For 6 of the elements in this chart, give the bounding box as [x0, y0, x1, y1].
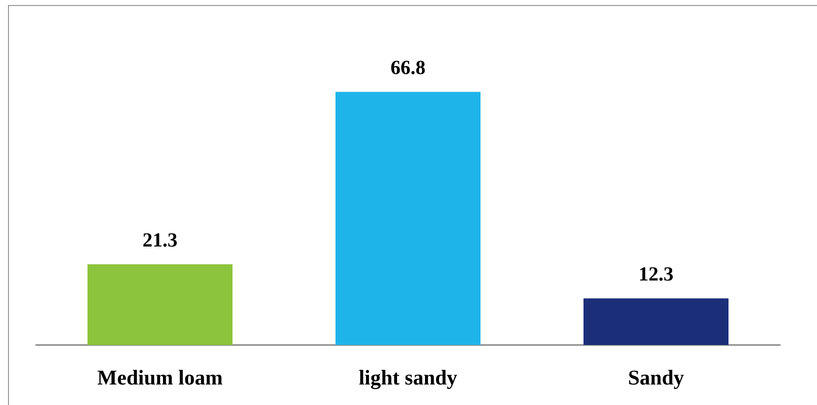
data-label: 21.3: [142, 229, 178, 252]
data-label: 12.3: [638, 263, 674, 286]
x-tick-label: Sandy: [628, 366, 685, 390]
x-tick-label: light sandy: [358, 366, 458, 390]
data-label: 66.8: [390, 56, 426, 79]
x-tick-label: Medium loam: [97, 366, 224, 390]
